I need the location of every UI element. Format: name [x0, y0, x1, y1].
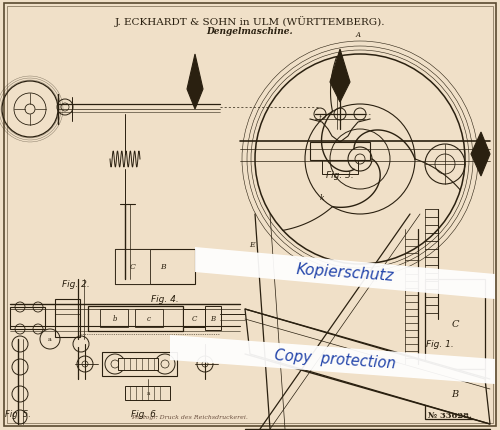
- Text: Fig. 6.: Fig. 6.: [131, 409, 159, 418]
- Text: E: E: [249, 240, 255, 249]
- Bar: [425, 369, 485, 419]
- Text: B: B: [452, 390, 458, 399]
- Text: Photogr. Druck des Reichsdruckerei.: Photogr. Druck des Reichsdruckerei.: [132, 414, 248, 419]
- Text: № 33628.: № 33628.: [428, 411, 472, 419]
- Polygon shape: [471, 133, 490, 177]
- Text: Fig. 2.: Fig. 2.: [62, 280, 90, 289]
- Bar: [118, 358, 158, 370]
- Text: C: C: [192, 314, 196, 322]
- Polygon shape: [170, 335, 495, 384]
- Text: Fig. 4.: Fig. 4.: [151, 295, 179, 304]
- Text: Fig. 3.: Fig. 3.: [326, 170, 354, 179]
- Bar: [125, 386, 170, 400]
- Bar: [135, 309, 163, 327]
- Text: k: k: [320, 194, 324, 202]
- Bar: [322, 161, 358, 175]
- Bar: [425, 280, 485, 369]
- Text: C: C: [130, 262, 136, 270]
- Text: a: a: [48, 337, 52, 342]
- Polygon shape: [195, 247, 495, 299]
- Text: f: f: [318, 114, 322, 122]
- Text: B: B: [210, 314, 216, 322]
- Polygon shape: [330, 50, 350, 103]
- Bar: [115, 249, 195, 284]
- Bar: [100, 309, 128, 327]
- Bar: [183, 309, 205, 327]
- Text: c: c: [147, 314, 151, 322]
- Text: a: a: [146, 390, 150, 396]
- Bar: [10, 307, 45, 329]
- Bar: [310, 143, 370, 161]
- Text: C: C: [451, 320, 458, 329]
- Text: J. ECKHARDT & SOHN in ULM (WÜRTTEMBERG).: J. ECKHARDT & SOHN in ULM (WÜRTTEMBERG).: [115, 16, 385, 27]
- Text: B: B: [160, 262, 166, 270]
- Text: Kopierschutz: Kopierschutz: [296, 261, 394, 283]
- Text: A: A: [356, 31, 360, 39]
- Text: Copy  protection: Copy protection: [274, 347, 396, 371]
- Bar: [88, 306, 183, 331]
- Text: Dengelmaschine.: Dengelmaschine.: [206, 27, 294, 36]
- Text: Fig. 1.: Fig. 1.: [426, 340, 454, 349]
- Bar: [102, 352, 177, 376]
- Bar: [55, 299, 80, 337]
- Text: Fig. 5.: Fig. 5.: [5, 409, 31, 418]
- Polygon shape: [187, 55, 203, 110]
- Bar: [115, 249, 150, 284]
- Bar: [205, 306, 221, 330]
- Polygon shape: [245, 309, 490, 424]
- Text: b: b: [113, 314, 117, 322]
